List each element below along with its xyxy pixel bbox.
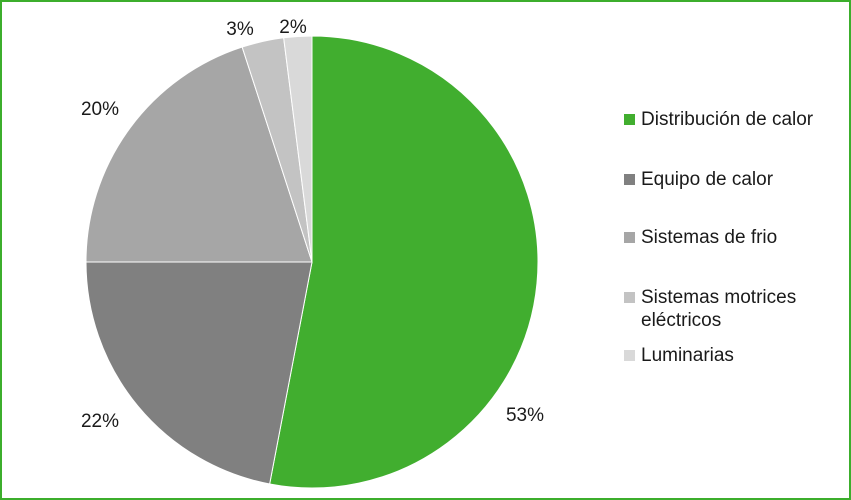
- legend-label: Distribución de calor: [641, 109, 814, 130]
- legend-item-sistemas-de-frio: Sistemas de frio: [624, 226, 841, 249]
- pie-data-label-0: 53%: [506, 405, 544, 426]
- pie-data-labels: 53% 22% 20% 3% 2%: [81, 17, 544, 432]
- pie-slice-1: [85, 261, 313, 485]
- pie-slice-0: [269, 35, 539, 489]
- pie-slice-4: [283, 35, 313, 263]
- legend-item-equipo-de-calor: Equipo de calor: [624, 168, 841, 191]
- legend-label: Sistemas de frio: [641, 227, 778, 248]
- pie-slice-2: [85, 46, 313, 263]
- pie-data-label-4: 2%: [279, 17, 307, 38]
- legend-swatch: [624, 292, 635, 303]
- legend-swatch: [624, 232, 635, 243]
- pie-data-label-3: 3%: [226, 19, 254, 40]
- pie-slices: [85, 35, 539, 489]
- pie-data-label-2: 20%: [81, 99, 119, 120]
- legend-item-distribucion-de-calor: Distribución de calor: [624, 108, 841, 131]
- legend-swatch: [624, 350, 635, 361]
- legend-label: Sistemas motrices eléctricos: [641, 287, 797, 331]
- legend-label: Luminarias: [641, 345, 734, 366]
- legend-item-sistemas-motrices-electricos: Sistemas motrices eléctricos: [624, 286, 841, 332]
- pie-data-label-1: 22%: [81, 411, 119, 432]
- legend-swatch: [624, 174, 635, 185]
- legend-swatch: [624, 114, 635, 125]
- legend-label: Equipo de calor: [641, 169, 774, 190]
- legend-item-luminarias: Luminarias: [624, 344, 841, 367]
